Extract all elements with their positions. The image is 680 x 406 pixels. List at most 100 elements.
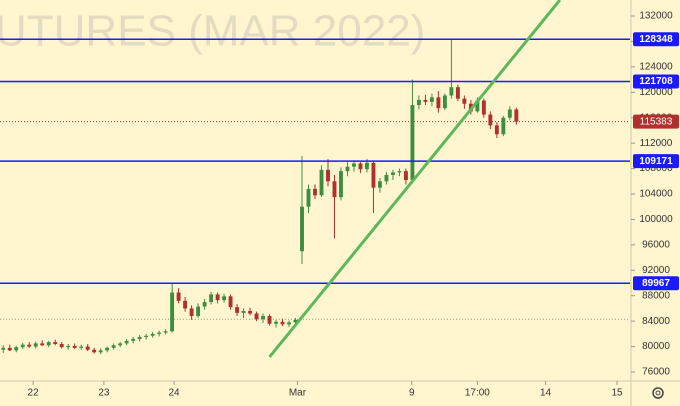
last-price-box — [633, 114, 679, 129]
candle-body — [261, 316, 265, 320]
candle-body — [332, 181, 337, 198]
candle-body — [176, 292, 181, 301]
level-label: 121708 — [639, 76, 673, 87]
candle-body — [384, 174, 389, 182]
x-tick-label: Mar — [289, 388, 307, 399]
candle-body — [371, 162, 376, 188]
x-tick-label: 9 — [409, 388, 415, 399]
candle-body — [293, 319, 298, 323]
candle-body — [494, 125, 499, 135]
level-label: 109171 — [639, 156, 673, 167]
candle-body — [20, 344, 25, 348]
candle-body — [436, 97, 441, 109]
candle-body — [222, 296, 227, 301]
candle-body — [150, 333, 155, 336]
level-label-box — [633, 276, 679, 291]
x-tick-label: 17:00 — [465, 388, 490, 399]
candle-body — [345, 166, 350, 172]
candle-body — [475, 100, 480, 112]
candle-body — [429, 97, 434, 102]
candle-body — [248, 310, 252, 314]
level-label-box — [633, 154, 679, 169]
candle-body — [118, 343, 123, 346]
candle-body — [189, 308, 194, 317]
candle-body — [144, 335, 149, 338]
candle-body — [416, 99, 421, 106]
y-tick-label: 120000 — [639, 87, 673, 98]
candle-body — [507, 109, 512, 118]
candle-body — [306, 188, 311, 207]
candle-body — [183, 300, 188, 309]
candle-body — [235, 307, 240, 313]
candle-body — [53, 342, 58, 345]
candle-body — [455, 87, 460, 99]
watermark: UTURES (MAR 2022) — [0, 7, 425, 56]
y-tick-label: 100000 — [639, 214, 673, 225]
candle-body — [358, 163, 363, 170]
level-label: 89967 — [642, 278, 670, 289]
candle-body — [449, 87, 454, 96]
settings-icon[interactable] — [652, 387, 664, 399]
level-label-box — [633, 32, 679, 47]
y-tick-label: 124000 — [639, 62, 673, 73]
y-tick-label: 92000 — [642, 265, 670, 276]
candle-body — [488, 114, 493, 126]
y-tick-label: 112000 — [640, 138, 673, 149]
candle-body — [326, 169, 330, 182]
candle-body — [481, 100, 486, 115]
candle-body — [33, 343, 38, 347]
candle-body — [287, 322, 291, 325]
candle-body — [202, 302, 207, 307]
candle-body — [92, 349, 97, 353]
y-tick-label: 88000 — [642, 290, 670, 301]
y-tick-label: 84000 — [642, 316, 670, 327]
candle-body — [209, 294, 214, 303]
candle-body — [339, 171, 343, 198]
candle-body — [40, 343, 45, 346]
candle-body — [423, 99, 428, 102]
candle-body — [27, 344, 32, 347]
candle-body — [501, 117, 506, 135]
candle-body — [66, 345, 71, 348]
candle-body — [352, 163, 356, 167]
trend-line — [268, 0, 562, 358]
x-tick-label: 15 — [611, 388, 623, 399]
candle-body — [313, 188, 317, 196]
candle-body — [1, 347, 6, 350]
candle-body — [300, 206, 304, 252]
candle-body — [254, 313, 259, 320]
candle-body — [280, 321, 285, 325]
candle-body — [98, 350, 103, 353]
candle-body — [514, 109, 519, 122]
candle-body — [215, 294, 220, 301]
candle-body — [241, 310, 246, 313]
candle-body — [403, 171, 408, 181]
y-tick-label: 80000 — [642, 341, 670, 352]
y-tick-label: 104000 — [639, 189, 673, 200]
x-tick-label: 23 — [98, 388, 110, 399]
candle-body — [410, 105, 415, 181]
level-label: 128348 — [639, 34, 673, 45]
y-tick-label: 96000 — [642, 239, 670, 250]
x-tick-label: 14 — [540, 388, 552, 399]
candle-body — [157, 332, 162, 334]
candle-body — [170, 292, 175, 332]
candle-body — [59, 344, 64, 348]
level-label-box — [633, 74, 679, 89]
y-tick-label: 108000 — [639, 163, 673, 174]
candle-body — [163, 331, 168, 333]
candle-body — [124, 340, 129, 344]
candle-body — [72, 345, 77, 348]
last-price-label: 115383 — [640, 116, 673, 127]
candle-body — [105, 347, 110, 351]
x-tick-label: 24 — [168, 388, 180, 399]
candle-body — [378, 181, 382, 188]
candle-body — [442, 95, 447, 109]
candle-body — [85, 346, 90, 350]
candle-body — [267, 316, 272, 324]
y-tick-label: 132000 — [639, 11, 673, 22]
candle-body — [365, 162, 369, 170]
candle-body — [79, 346, 84, 348]
